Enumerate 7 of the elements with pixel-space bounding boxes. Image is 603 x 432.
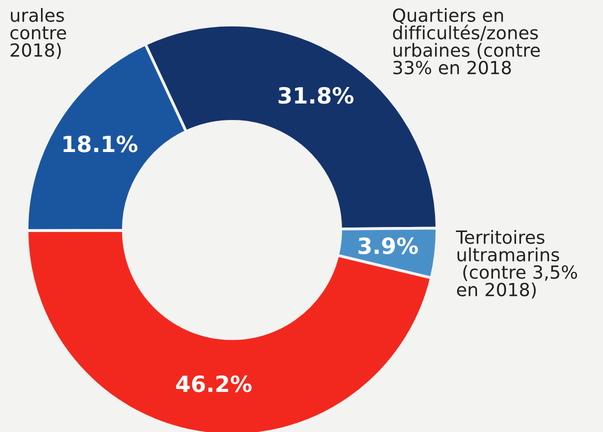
slice-label: Territoires ultramarins (contre 3,5% en 2018): [456, 230, 578, 299]
data-label: 18.1%: [64, 136, 138, 152]
data-label: 31.8%: [278, 86, 354, 104]
data-label: 3.9%: [358, 237, 418, 254]
slice-label: Quartiers en difficultés/zones urbaines (contre 33% en 2018: [392, 8, 540, 74]
slice-label: urales contre 2018): [10, 8, 66, 60]
data-label: 46.2%: [176, 375, 252, 392]
